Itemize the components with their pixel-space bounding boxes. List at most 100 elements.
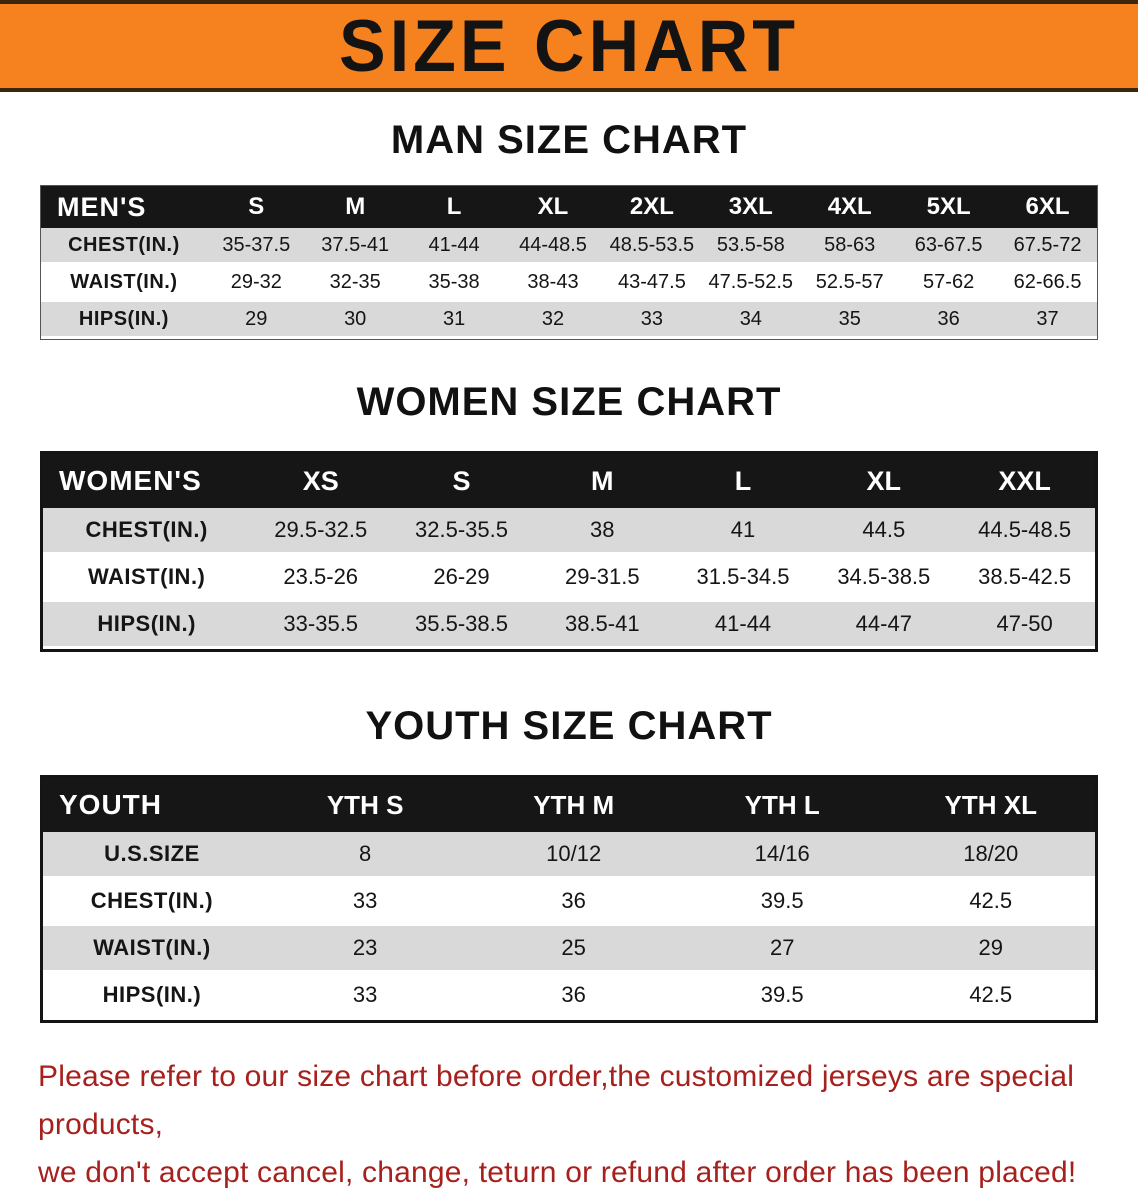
value-cell: 44-47 [813,600,955,649]
value-cell: 23.5-26 [250,553,392,602]
value-cell: 58-63 [800,228,900,265]
women-size-table: WOMEN'S XS S M L XL XXL CHEST(IN.) 29.5-32.5 32.5… [40,451,1098,652]
value-cell: 32.5-35.5 [391,508,532,555]
row-label-cell: WAIST(IN.) [43,924,261,973]
size-header-cell: M [305,186,405,228]
value-cell: 44.5 [813,508,955,555]
value-cell: 37.5-41 [305,228,405,265]
size-header-cell: YTH M [469,778,678,832]
size-table: WOMEN'S XS S M L XL XXL CHEST(IN.) 29.5-32.5 32.5… [43,454,1095,649]
value-cell: 37 [998,300,1097,339]
value-cell: 33 [260,971,470,1020]
size-header-cell: 6XL [998,186,1097,228]
value-cell: 35 [800,300,900,339]
table-header-row: WOMEN'S XS S M L XL XXL [43,454,1095,508]
size-header-cell: XXL [954,454,1095,508]
size-header-cell: S [391,454,532,508]
row-label-cell: CHEST(IN.) [41,228,207,265]
men-section: MAN SIZE CHART MEN'S S M L XL 2XL 3XL 4XL 5XL 6XL… [0,118,1138,340]
table-row: WAIST(IN.) 23.5-26 26-29 29-31.5 31.5-34.5 34… [43,553,1095,602]
value-cell: 53.5-58 [701,228,801,265]
value-cell: 35-37.5 [206,228,306,265]
table-row: WAIST(IN.) 29-32 32-35 35-38 38-43 43-47.5 47.… [41,263,1097,302]
value-cell: 44.5-48.5 [954,508,1095,555]
value-cell: 57-62 [899,263,999,302]
value-cell: 63-67.5 [899,228,999,265]
youth-section-heading: YOUTH SIZE CHART [365,704,773,748]
size-header-cell: L [672,454,814,508]
disclaimer-line-2: we don't accept cancel, change, teturn o… [38,1156,1077,1189]
value-cell: 36 [469,971,678,1020]
value-cell: 29 [886,924,1095,973]
size-header-cell: M [531,454,673,508]
table-row: CHEST(IN.) 33 36 39.5 42.5 [43,877,1095,926]
women-section-heading: WOMEN SIZE CHART [356,380,782,424]
value-cell: 8 [260,832,470,879]
value-cell: 42.5 [886,971,1095,1020]
size-header-cell: XS [250,454,392,508]
value-cell: 23 [260,924,470,973]
value-cell: 34.5-38.5 [813,553,955,602]
row-label-cell: WAIST(IN.) [43,553,251,602]
row-label-cell: WAIST(IN.) [41,263,207,302]
youth-size-table: YOUTH YTH S YTH M YTH L YTH XL U.S.SIZE 8 10/12… [40,775,1098,1023]
table-row: CHEST(IN.) 29.5-32.5 32.5-35.5 38 41 44.5 44.5… [43,508,1095,555]
value-cell: 38 [531,508,673,555]
size-header-cell: YTH S [260,778,470,832]
value-cell: 47.5-52.5 [701,263,801,302]
row-label-cell: HIPS(IN.) [41,300,207,339]
value-cell: 32-35 [305,263,405,302]
value-cell: 43-47.5 [602,263,702,302]
size-header-cell: L [404,186,504,228]
size-header-cell: XL [813,454,955,508]
value-cell: 33-35.5 [250,600,392,649]
size-table: YOUTH YTH S YTH M YTH L YTH XL U.S.SIZE 8 10/12… [43,778,1095,1020]
value-cell: 41 [672,508,814,555]
table-header-row: MEN'S S M L XL 2XL 3XL 4XL 5XL 6XL [41,186,1097,228]
value-cell: 33 [260,877,470,926]
value-cell: 41-44 [404,228,504,265]
size-header-cell: 3XL [701,186,801,228]
value-cell: 29 [206,300,306,339]
value-cell: 25 [469,924,678,973]
men-size-table: MEN'S S M L XL 2XL 3XL 4XL 5XL 6XL CHEST(IN.) 35-37… [40,185,1098,340]
value-cell: 41-44 [672,600,814,649]
disclaimer-line-1: Please refer to our size chart before or… [38,1060,1075,1141]
table-row: HIPS(IN.) 33 36 39.5 42.5 [43,971,1095,1020]
value-cell: 29-31.5 [531,553,673,602]
value-cell: 32 [503,300,603,339]
value-cell: 30 [305,300,405,339]
value-cell: 34 [701,300,801,339]
table-row: HIPS(IN.) 29 30 31 32 33 34 35 36 37 [41,300,1097,339]
value-cell: 38.5-42.5 [954,553,1095,602]
table-row: HIPS(IN.) 33-35.5 35.5-38.5 38.5-41 41-44 44-… [43,600,1095,649]
value-cell: 35-38 [404,263,504,302]
value-cell: 38-43 [503,263,603,302]
men-section-heading: MAN SIZE CHART [390,118,748,162]
value-cell: 29.5-32.5 [250,508,392,555]
women-section: WOMEN SIZE CHART WOMEN'S XS S M L XL XXL CHEST(… [0,380,1138,652]
row-label-cell: CHEST(IN.) [43,508,251,555]
value-cell: 44-48.5 [503,228,603,265]
row-label-cell: CHEST(IN.) [43,877,261,926]
size-header-cell: 5XL [899,186,999,228]
size-table: MEN'S S M L XL 2XL 3XL 4XL 5XL 6XL CHEST(IN.) 35-37… [41,186,1097,339]
table-title-cell: WOMEN'S [43,454,251,508]
value-cell: 36 [899,300,999,339]
value-cell: 62-66.5 [998,263,1097,302]
value-cell: 67.5-72 [998,228,1097,265]
value-cell: 39.5 [677,971,887,1020]
value-cell: 29-32 [206,263,306,302]
size-chart-banner: SIZE CHART [0,0,1138,92]
row-label-cell: HIPS(IN.) [43,971,261,1020]
banner-title: SIZE CHART [339,5,799,87]
table-row: WAIST(IN.) 23 25 27 29 [43,924,1095,973]
row-label-cell: HIPS(IN.) [43,600,251,649]
value-cell: 18/20 [886,832,1095,879]
size-header-cell: S [206,186,306,228]
size-header-cell: 2XL [602,186,702,228]
value-cell: 14/16 [677,832,887,879]
size-header-cell: XL [503,186,603,228]
value-cell: 35.5-38.5 [391,600,532,649]
disclaimer: Please refer to our size chart before or… [0,1053,1138,1197]
